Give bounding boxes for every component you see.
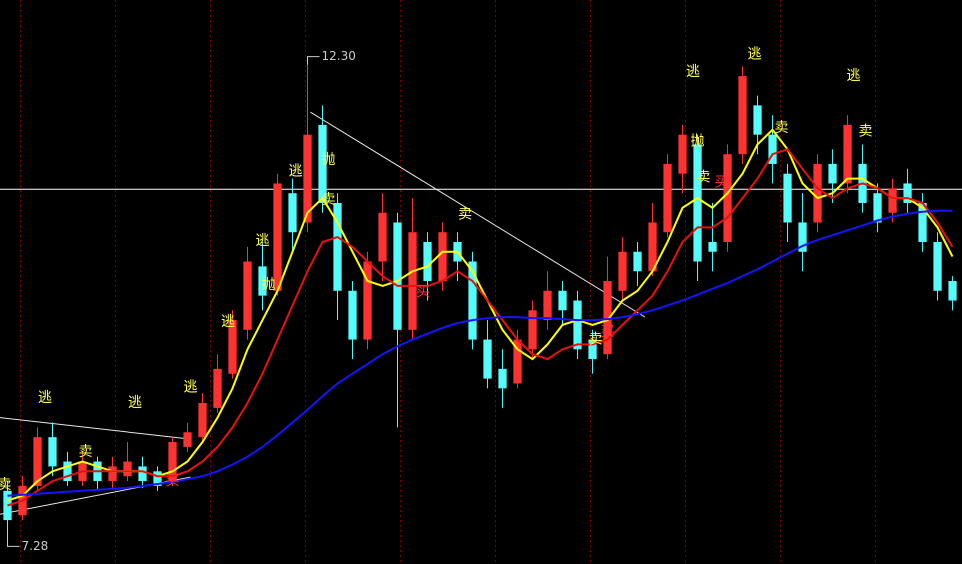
candle-body <box>543 290 552 321</box>
candle-body <box>333 202 342 291</box>
trend-line <box>310 111 646 318</box>
signal-label: 卖 <box>775 120 789 136</box>
candle-body <box>873 193 882 223</box>
candle-body <box>558 290 567 311</box>
candle-body <box>393 222 402 330</box>
signal-label: 逃 <box>748 47 762 63</box>
candle-body <box>408 232 417 330</box>
candle-body <box>738 76 747 155</box>
signal-label: 买 <box>416 284 430 300</box>
candle-body <box>603 281 612 355</box>
candle-body <box>708 241 717 252</box>
candle-body <box>183 432 192 447</box>
moving-average-line <box>7 148 954 507</box>
candle-body <box>303 134 312 223</box>
candle-body <box>123 461 132 477</box>
candle-body <box>888 188 897 213</box>
signal-label: 逃 <box>686 64 700 80</box>
signal-label: 逃 <box>38 390 52 406</box>
candle-body <box>108 466 117 482</box>
candle-body <box>633 251 642 272</box>
price-mark-label: 7.28 <box>22 539 49 553</box>
candle-body <box>948 281 957 301</box>
candle-body <box>753 105 762 135</box>
price-mark-arrow <box>307 56 320 65</box>
candle-body <box>378 212 387 262</box>
signal-label: 逃 <box>256 233 270 249</box>
candle-body <box>843 124 852 184</box>
candle-body <box>663 163 672 233</box>
candle-body <box>33 437 42 486</box>
candle-body <box>48 437 57 467</box>
candle-body <box>573 300 582 350</box>
signal-label: 逃 <box>289 164 303 180</box>
candle-body <box>348 290 357 340</box>
candle-body <box>828 163 837 184</box>
candle-body <box>228 320 237 374</box>
signal-label: 买 <box>166 473 180 489</box>
signal-label: 卖 <box>697 170 711 186</box>
signal-label: 逃 <box>847 68 861 84</box>
signal-label: 卖 <box>458 207 472 223</box>
signal-label: 卖 <box>589 332 603 348</box>
candle-body <box>588 339 597 360</box>
candle-body <box>483 339 492 379</box>
candle-body <box>723 154 732 242</box>
candle-body <box>693 144 702 262</box>
candle-body <box>63 461 72 482</box>
signal-label: 抛 <box>262 277 276 293</box>
signal-label: 逃 <box>128 395 142 411</box>
candle-body <box>318 124 327 203</box>
candle-body <box>513 339 522 384</box>
candle-body <box>903 183 912 203</box>
candle-body <box>213 368 222 408</box>
candle-body <box>273 183 282 291</box>
price-mark-arrow <box>7 538 20 547</box>
candle-body <box>153 471 162 486</box>
candle-body <box>783 173 792 223</box>
candle-body <box>438 232 447 282</box>
moving-average-line <box>7 128 954 502</box>
signal-label: 卖 <box>322 192 336 208</box>
signal-label: 买 <box>715 174 729 190</box>
candle-body <box>933 241 942 291</box>
candle-body <box>258 266 267 296</box>
candle-body <box>138 466 147 482</box>
signal-label: 逃 <box>184 379 198 395</box>
signal-label: 卖 <box>79 444 93 460</box>
candle-body <box>423 241 432 282</box>
trend-line <box>0 417 191 440</box>
candle-body <box>198 402 207 438</box>
price-mark-label: 12.30 <box>322 49 356 63</box>
signal-label: 抛 <box>322 152 336 168</box>
candle-body <box>813 163 822 223</box>
candle-body <box>468 261 477 340</box>
candle-body <box>918 202 927 242</box>
candle-body <box>618 251 627 291</box>
candle-body <box>498 368 507 389</box>
candle-body <box>678 134 687 174</box>
signal-label: 抛 <box>691 133 705 149</box>
candle-body <box>243 261 252 330</box>
candle-body <box>168 442 177 482</box>
candle-body <box>648 222 657 272</box>
candle-body <box>768 134 777 164</box>
moving-average-line <box>7 209 953 497</box>
candle-body <box>528 310 537 350</box>
signal-label: 卖 <box>859 124 873 140</box>
signal-label: 卖 <box>0 477 12 493</box>
signal-label: 买 <box>601 324 615 340</box>
candle-body <box>798 222 807 252</box>
candle-body <box>363 261 372 340</box>
candle-body <box>288 193 297 233</box>
signal-label: 逃 <box>221 314 235 330</box>
